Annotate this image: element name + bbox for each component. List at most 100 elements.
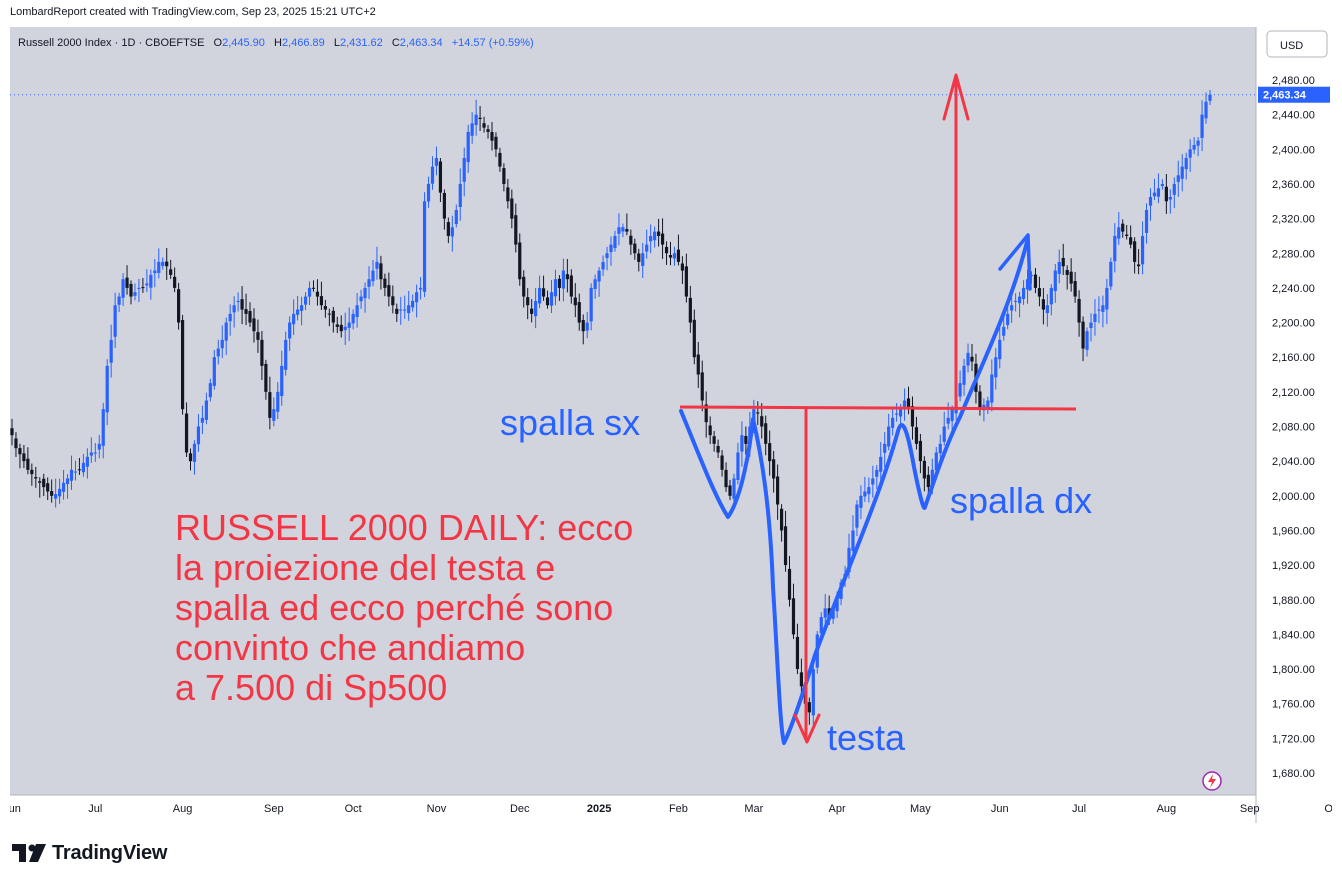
candle-body <box>486 129 490 132</box>
candle-body <box>1196 140 1200 146</box>
candle-body <box>418 287 423 290</box>
candle-body <box>906 398 911 410</box>
candle-body <box>296 309 300 315</box>
y-tick-label: 1,960.00 <box>1272 525 1315 537</box>
candle-body <box>700 372 704 401</box>
candle-body <box>224 322 228 341</box>
x-tick-label: Apr <box>829 803 846 815</box>
candle-body <box>399 309 403 311</box>
legend-open-value: 2,445.90 <box>222 37 265 49</box>
candle-body <box>1045 305 1049 314</box>
candle-body <box>26 458 30 470</box>
candle-body <box>10 428 14 436</box>
candle-body <box>315 291 320 297</box>
candle-body <box>117 296 121 305</box>
candle-body <box>744 435 748 444</box>
time-axis[interactable] <box>10 795 1256 823</box>
candle-body <box>768 443 772 462</box>
plot-area[interactable] <box>10 27 1256 795</box>
tradingview-logo[interactable]: TradingView <box>12 841 167 865</box>
candle-body <box>887 426 891 447</box>
candle-body <box>573 297 577 306</box>
y-tick-label: 2,360.00 <box>1272 179 1315 191</box>
candle-body <box>1192 144 1196 150</box>
lightning-icon[interactable] <box>1202 771 1222 791</box>
candle-body <box>169 269 173 275</box>
candle-body <box>335 324 339 327</box>
candle-body <box>970 356 974 362</box>
candle-body <box>891 417 895 428</box>
legend-change: +14.57 (+0.59%) <box>452 37 534 49</box>
candle-body <box>438 161 443 193</box>
y-tick-label: 1,800.00 <box>1272 664 1315 676</box>
candle-body <box>22 453 26 462</box>
candle-body <box>1172 183 1176 195</box>
candle-body <box>1006 313 1010 326</box>
candle-body <box>938 443 942 454</box>
candle-body <box>367 279 371 287</box>
candle-body <box>605 253 609 259</box>
candle-body <box>530 308 534 314</box>
candle-body <box>97 443 101 450</box>
candle-body <box>220 339 224 349</box>
y-tick-label: 1,760.00 <box>1272 699 1315 711</box>
candle-body <box>450 227 454 237</box>
candle-body <box>593 279 597 289</box>
candle-body <box>724 469 728 488</box>
label-right-shoulder: spalla dx <box>950 480 1092 521</box>
candle-body <box>922 460 926 479</box>
candle-body <box>149 274 153 288</box>
candle-body <box>1041 299 1045 310</box>
candle-body <box>672 253 677 259</box>
candle-body <box>272 409 276 421</box>
candle-body <box>621 227 625 232</box>
candle-body <box>716 445 720 453</box>
y-tick-label: 2,040.00 <box>1272 456 1315 468</box>
title-line-5: a 7.500 di Sp500 <box>175 667 447 708</box>
candle-body <box>347 322 351 328</box>
x-tick-label: Feb <box>669 803 688 815</box>
candle-body <box>1029 274 1034 276</box>
y-tick-label: 1,680.00 <box>1272 768 1315 780</box>
candle-body <box>236 300 240 302</box>
candle-body <box>200 417 205 423</box>
candle-body <box>863 491 867 497</box>
currency-button[interactable]: USD <box>1266 30 1328 58</box>
candle-body <box>422 201 427 292</box>
last-price-value: 2,463.34 <box>1263 90 1307 102</box>
candle-body <box>581 320 585 332</box>
breakout-arrow-icon <box>998 233 1032 291</box>
x-tick-label: Aug <box>1157 803 1177 815</box>
x-tick-label: Oct <box>345 803 362 815</box>
candle-body <box>902 400 907 408</box>
candle-body <box>1105 287 1109 310</box>
candle-body <box>1136 264 1141 267</box>
candle-body <box>772 459 776 479</box>
candle-body <box>1188 149 1192 158</box>
candle-body <box>165 261 169 267</box>
y-tick-label: 2,240.00 <box>1272 283 1315 295</box>
candle-body <box>847 547 851 573</box>
candle-body <box>363 287 367 299</box>
candle-body <box>641 253 645 266</box>
candle-body <box>895 413 899 415</box>
candle-body <box>109 339 113 363</box>
candle-body <box>776 476 780 505</box>
y-tick-label: 2,320.00 <box>1272 214 1315 226</box>
candle-body <box>1101 305 1105 312</box>
candle-body <box>835 599 839 612</box>
candle-body <box>668 255 673 258</box>
chart[interactable]: Russell 2000 Index · 1D · CBOEFTSE O2,44… <box>10 27 1332 823</box>
candle-body <box>284 339 288 370</box>
title-line-4: convinto che andiamo <box>175 627 525 668</box>
candle-body <box>688 297 692 323</box>
candle-body <box>1168 196 1172 200</box>
candle-body <box>188 453 193 462</box>
candle-body <box>1200 114 1204 138</box>
price-axis[interactable] <box>1256 27 1332 823</box>
candle-body <box>228 313 232 322</box>
candle-body <box>415 292 419 303</box>
candle-body <box>514 215 518 245</box>
candle-body <box>692 319 696 358</box>
candle-body <box>978 391 982 410</box>
